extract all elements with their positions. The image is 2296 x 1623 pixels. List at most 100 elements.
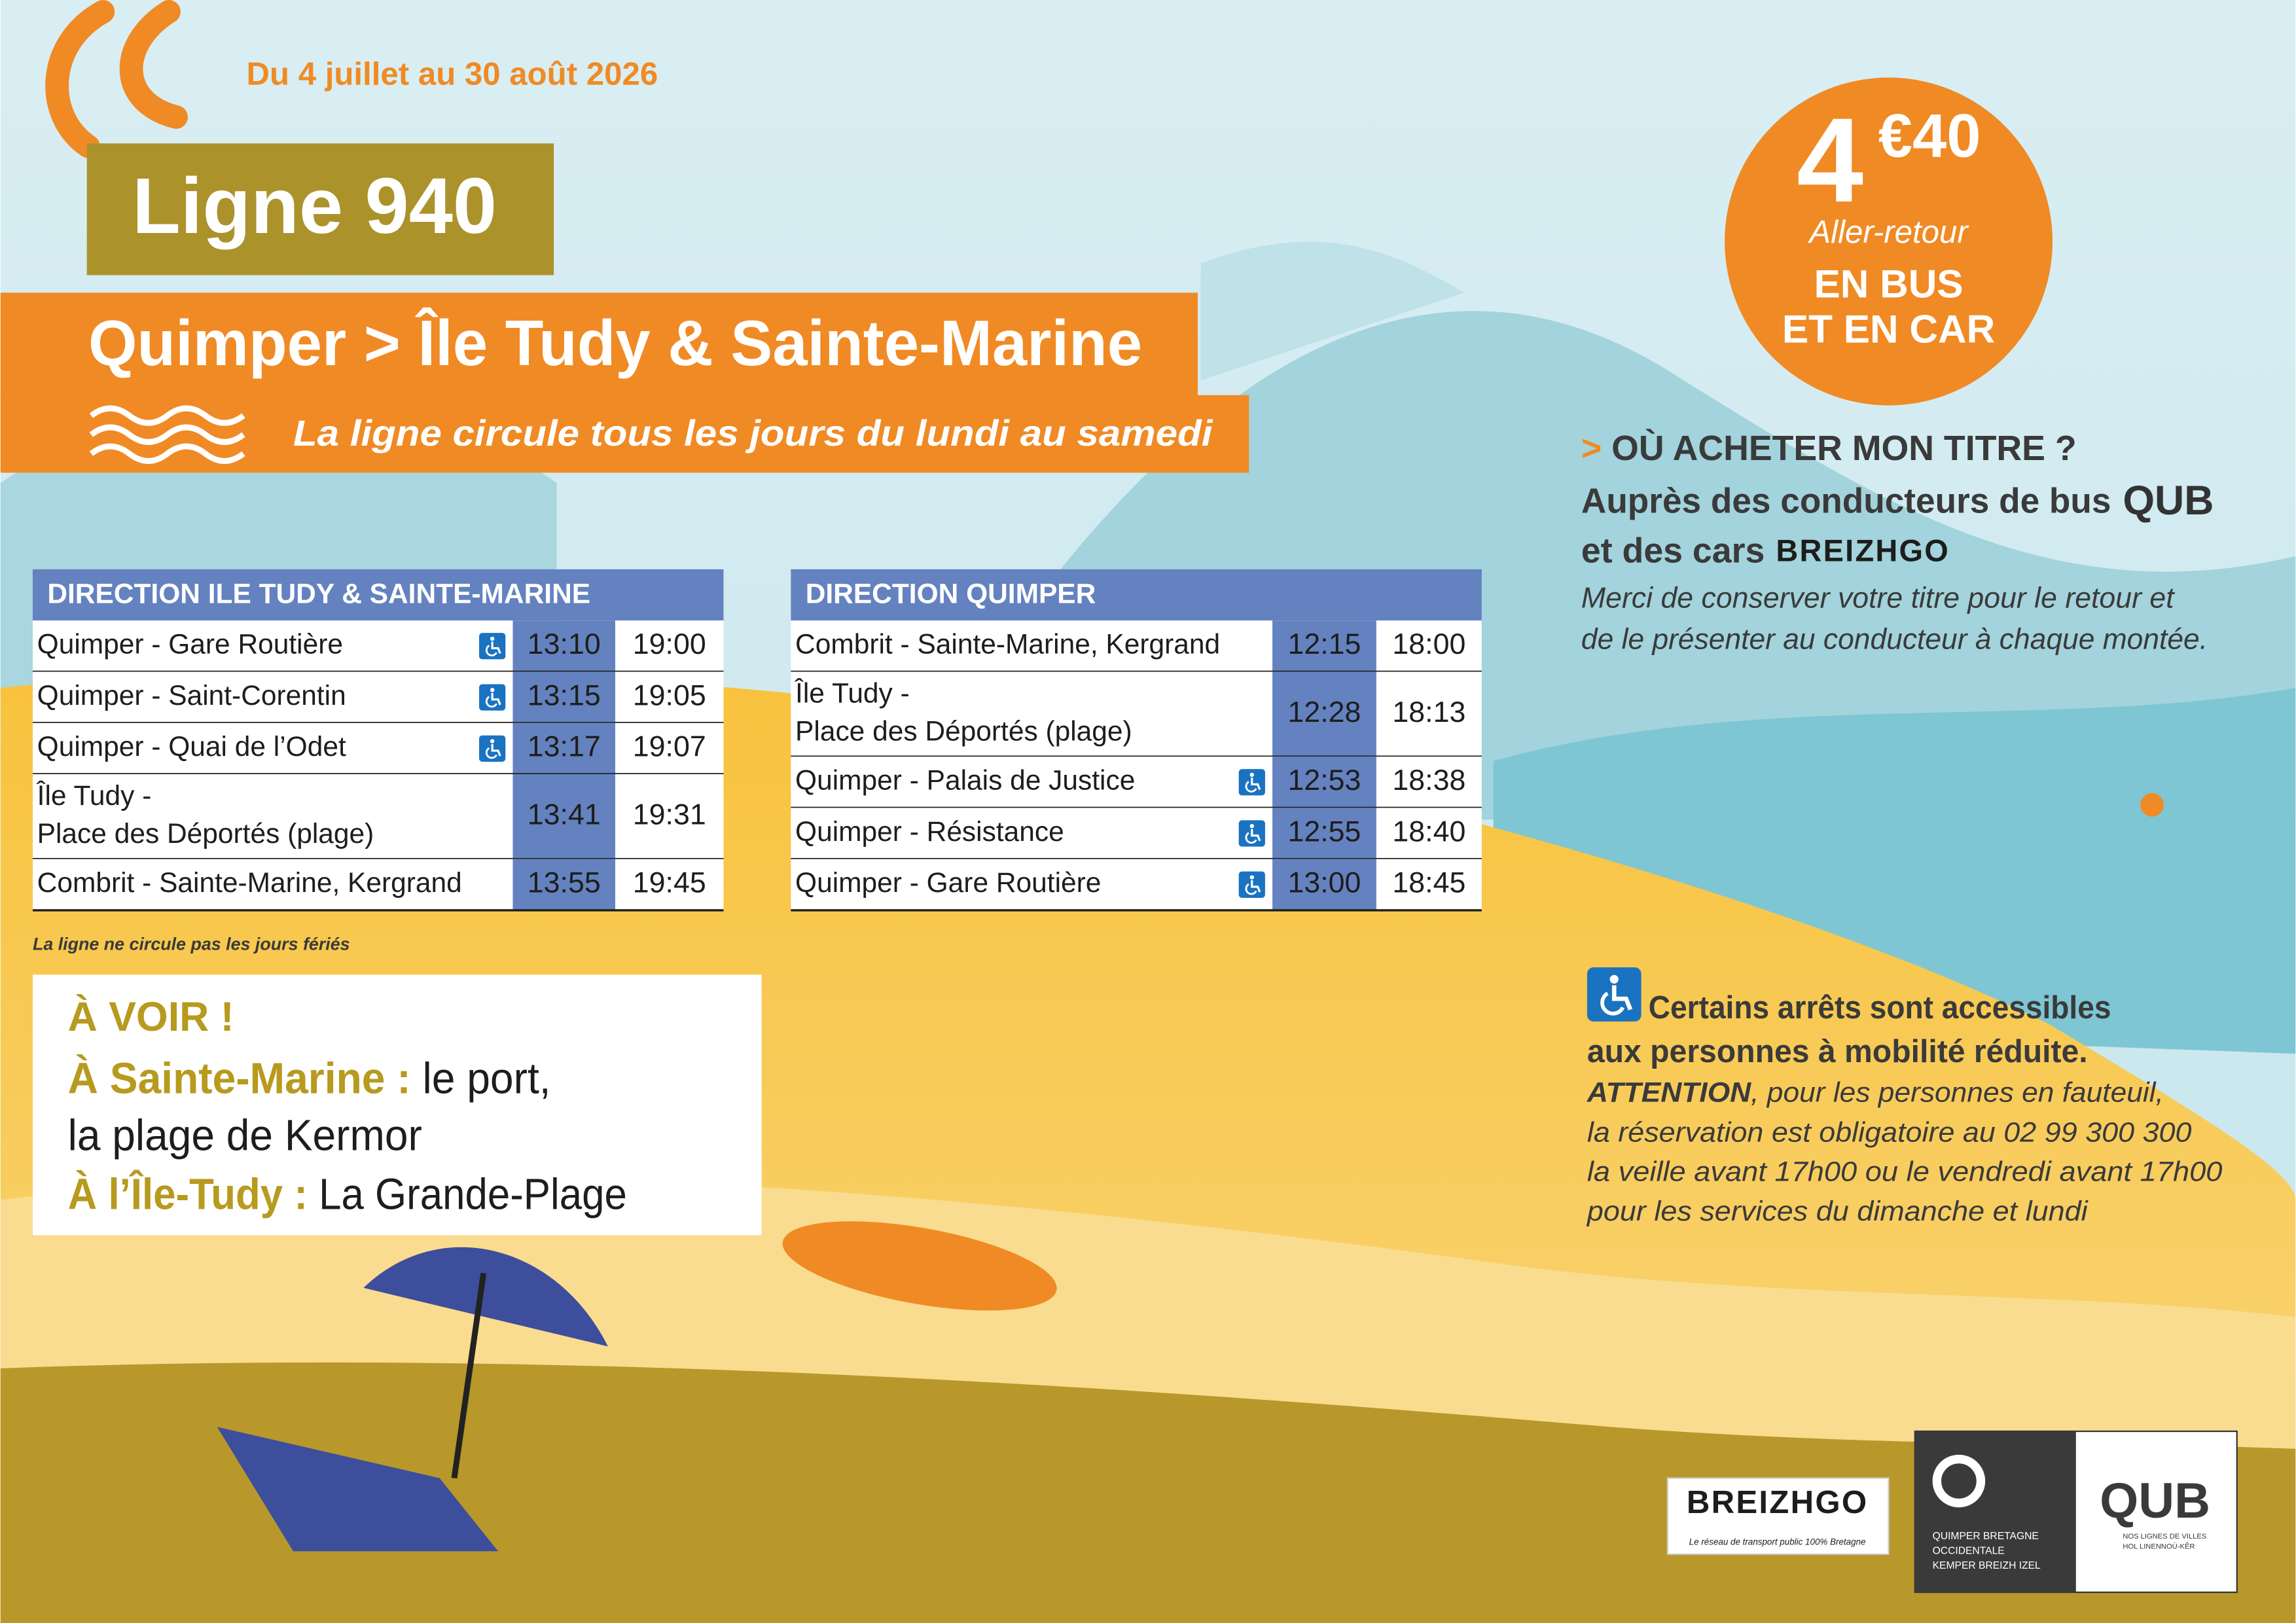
see-title: À VOIR ! bbox=[68, 994, 234, 1040]
price-cents: €40 bbox=[1878, 101, 1981, 169]
purchase-note: de le présenter au conducteur à chaque m… bbox=[1581, 623, 2208, 655]
qbo-name: QUIMPER BRETAGNE bbox=[1933, 1531, 2039, 1542]
departure-time: 13:15 bbox=[528, 679, 601, 711]
timetables: DIRECTION ILE TUDY & SAINTE-MARINE Quimpe… bbox=[32, 569, 1482, 912]
departure-time: 13:55 bbox=[528, 867, 601, 899]
departure-time: 18:38 bbox=[1392, 764, 1465, 796]
quote-mark bbox=[45, 0, 115, 158]
departure-time: 12:28 bbox=[1288, 696, 1361, 728]
wheelchair-glyph bbox=[1251, 777, 1261, 791]
accessibility-detail: la veille avant 17h00 ou le vendredi ava… bbox=[1587, 1157, 2223, 1188]
see-line: À l’Île-Tudy : La Grande-Plage bbox=[68, 1169, 627, 1219]
time-cell bbox=[512, 620, 616, 672]
wheelchair-glyph bbox=[1251, 829, 1261, 842]
time-cell bbox=[1272, 808, 1376, 859]
place-text: La Grande-Plage bbox=[319, 1169, 627, 1219]
wheelchair-glyph bbox=[1249, 824, 1254, 829]
wheelchair-glyph bbox=[1609, 974, 1619, 984]
time-cell bbox=[1272, 671, 1376, 757]
wheelchair-glyph bbox=[485, 645, 497, 656]
wheelchair-glyph bbox=[1249, 875, 1254, 880]
accessibility-detail: ATTENTION, pour les personnes en fauteui… bbox=[1587, 1078, 2164, 1109]
departure-time: 13:10 bbox=[528, 628, 601, 660]
question: OÙ ACHETER MON TITRE ? bbox=[1611, 429, 2076, 468]
departure-time: 18:45 bbox=[1392, 867, 1465, 899]
stop-name: Combrit - Sainte-Marine, Kergrand bbox=[37, 868, 462, 899]
route-banner bbox=[0, 293, 1198, 399]
departure-time: 12:53 bbox=[1288, 764, 1361, 796]
price-badge bbox=[1725, 77, 2053, 406]
departure-time: 19:05 bbox=[633, 679, 706, 711]
qbo-logo bbox=[1914, 1431, 2076, 1593]
breizhgo-tagline: Le réseau de transport public 100% Breta… bbox=[1689, 1537, 1866, 1547]
wheelchair-glyph bbox=[1600, 991, 1625, 1016]
qbo-name: OCCIDENTALE bbox=[1933, 1546, 2005, 1557]
departure-time: 13:17 bbox=[528, 731, 601, 763]
departure-time: 19:07 bbox=[633, 731, 706, 763]
breizhgo-logo bbox=[1666, 1477, 1890, 1556]
wheelchair-glyph bbox=[491, 641, 501, 654]
wheelchair-glyph bbox=[491, 743, 501, 757]
see-line: À Sainte-Marine : le port, bbox=[68, 1054, 551, 1103]
purchase-question: > OÙ ACHETER MON TITRE ? bbox=[1581, 429, 2077, 468]
stop-name: Quimper - Quai de l’Odet bbox=[37, 732, 346, 762]
time-cell bbox=[1272, 620, 1376, 672]
deckchair bbox=[217, 1427, 499, 1552]
mountain bbox=[1200, 241, 1465, 381]
stop-name: Place des Déportés (plage) bbox=[37, 819, 374, 849]
dates: Du 4 juillet au 30 août 2026 bbox=[246, 56, 658, 92]
place-label: À Sainte-Marine : bbox=[68, 1054, 411, 1103]
departure-time: 18:13 bbox=[1392, 696, 1465, 728]
detail: , pour les personnes en fauteuil, bbox=[1751, 1078, 2164, 1109]
qbo-mark bbox=[1932, 1454, 1986, 1508]
timetable: DIRECTION QUIMPER Combrit - Sainte-Marine… bbox=[791, 569, 1482, 912]
wheelchair-glyph bbox=[485, 696, 497, 708]
marker: > bbox=[1581, 429, 1602, 468]
price-mode: ET EN CAR bbox=[1782, 307, 1995, 351]
route-title: Quimper > Île Tudy & Sainte-Marine bbox=[88, 307, 1142, 379]
departure-time: 18:00 bbox=[1392, 628, 1465, 660]
timetable: DIRECTION ILE TUDY & SAINTE-MARINE Quimpe… bbox=[32, 569, 724, 912]
accessibility-headline: Certains arrêts sont accessibles bbox=[1649, 990, 2111, 1026]
departure-time: 19:31 bbox=[633, 799, 706, 831]
warning: ATTENTION bbox=[1587, 1078, 1752, 1109]
time-cell bbox=[512, 774, 616, 859]
stop-name: Combrit - Sainte-Marine, Kergrand bbox=[795, 630, 1220, 660]
surfboard bbox=[782, 1221, 1057, 1311]
qbo-name: KEMPER BREIZH IZEL bbox=[1933, 1560, 2041, 1571]
qub-name: QUB bbox=[2100, 1473, 2210, 1529]
price-euros: 4 bbox=[1797, 93, 1863, 227]
line-number: Ligne 940 bbox=[132, 162, 497, 250]
waves bbox=[89, 405, 245, 464]
purchase-bus: Auprès des conducteurs de bus bbox=[1581, 481, 2111, 520]
accessibility-icon bbox=[1587, 967, 1641, 1022]
departure-time: 13:41 bbox=[528, 799, 601, 831]
table-title: DIRECTION QUIMPER bbox=[806, 579, 1096, 609]
wheelchair-glyph bbox=[490, 688, 495, 692]
frequency: La ligne circule tous les jours du lundi… bbox=[293, 412, 1213, 454]
umbrella-pole bbox=[451, 1272, 487, 1479]
wheelchair-glyph bbox=[1611, 985, 1633, 1010]
line-badge bbox=[86, 143, 554, 276]
departure-time: 19:00 bbox=[633, 628, 706, 660]
departure-time: 12:15 bbox=[1288, 628, 1361, 660]
ground bbox=[0, 1362, 2296, 1623]
stop-name: Île Tudy - bbox=[37, 780, 152, 812]
footnote: La ligne ne circule pas les jours fériés bbox=[33, 935, 350, 954]
wheelchair-glyph bbox=[485, 747, 497, 759]
stop-name: Quimper - Résistance bbox=[795, 817, 1064, 847]
departure-time: 13:00 bbox=[1288, 867, 1361, 899]
breizhgo-name: BREIZHGO bbox=[1687, 1484, 1869, 1520]
stop-name: Quimper - Gare Routière bbox=[37, 630, 343, 660]
price-ticket: Aller-retour bbox=[1807, 214, 1969, 250]
wheelchair-glyph bbox=[1245, 781, 1257, 793]
stop-name: Île Tudy - bbox=[795, 677, 910, 709]
stop-name: Quimper - Saint-Corentin bbox=[37, 681, 346, 711]
wheelchair-glyph bbox=[1251, 880, 1261, 893]
table-header bbox=[791, 569, 1482, 621]
see-line: la plage de Kermor bbox=[68, 1111, 422, 1160]
umbrella bbox=[363, 1247, 608, 1347]
wheelchair-glyph bbox=[491, 692, 501, 705]
